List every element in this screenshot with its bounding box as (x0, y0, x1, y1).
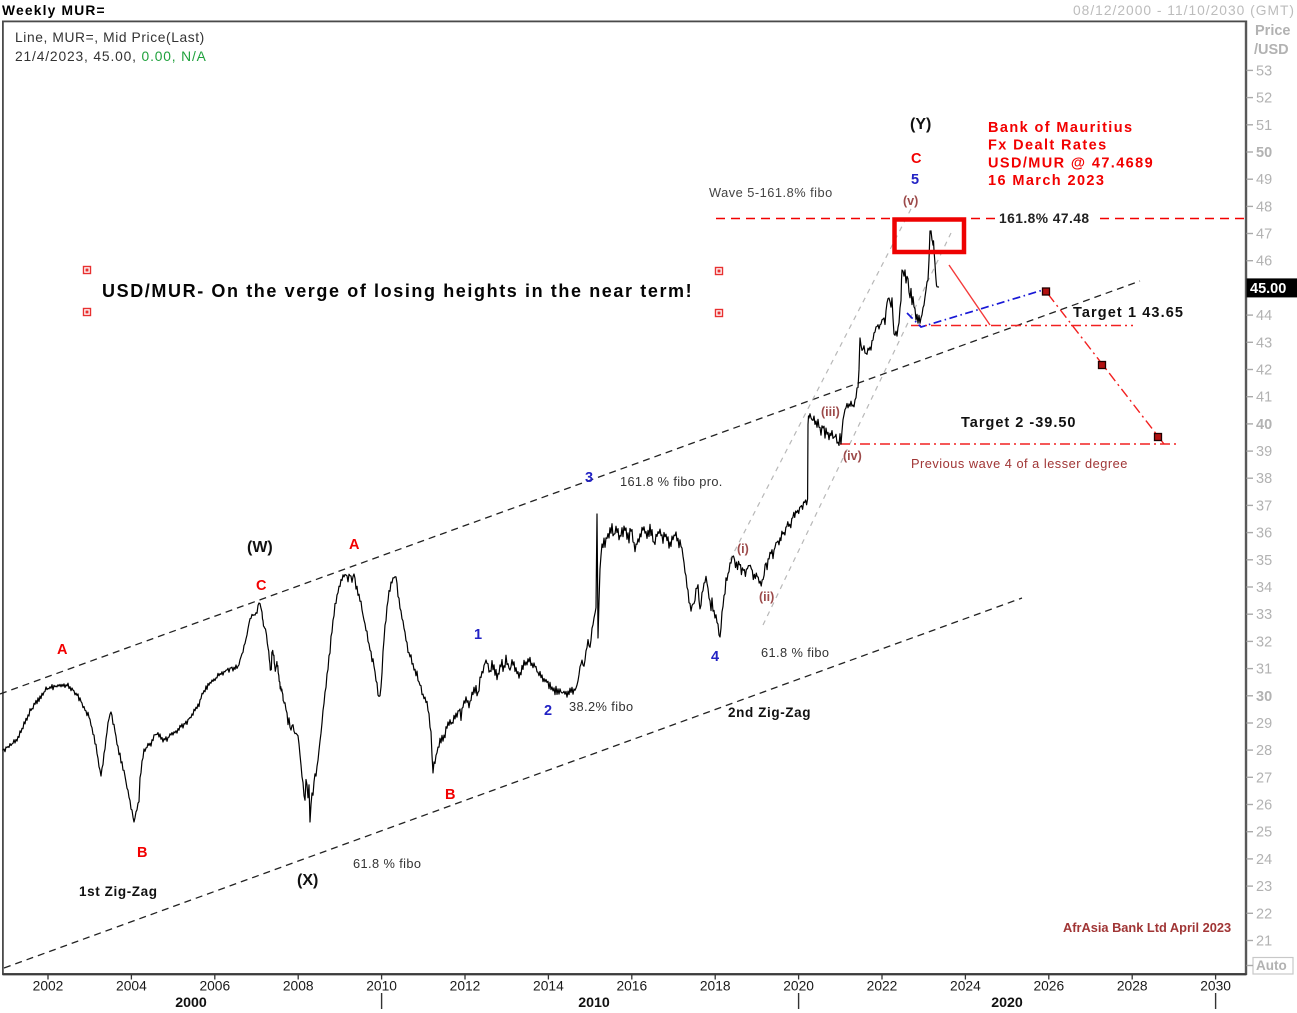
svg-text:48: 48 (1256, 199, 1272, 215)
svg-text:2016: 2016 (616, 979, 647, 994)
svg-text:Line, MUR=, Mid Price(Last): Line, MUR=, Mid Price(Last) (15, 30, 205, 45)
svg-text:2010: 2010 (578, 995, 610, 1011)
svg-text:2028: 2028 (1117, 979, 1148, 994)
svg-text:22: 22 (1256, 906, 1272, 922)
svg-text:/USD: /USD (1254, 42, 1289, 58)
svg-text:1: 1 (474, 627, 482, 643)
svg-text:16 March 2023: 16 March 2023 (988, 173, 1105, 189)
svg-text:28: 28 (1256, 743, 1272, 759)
svg-text:1st Zig-Zag: 1st Zig-Zag (79, 884, 158, 899)
svg-text:161.8% 47.48: 161.8% 47.48 (999, 211, 1090, 226)
svg-text:2: 2 (544, 703, 552, 719)
svg-text:32: 32 (1256, 634, 1272, 650)
svg-text:(ii): (ii) (759, 590, 774, 604)
svg-text:A: A (349, 537, 360, 553)
svg-text:41: 41 (1256, 390, 1272, 406)
svg-text:39: 39 (1256, 444, 1272, 460)
svg-text:52: 52 (1256, 91, 1272, 107)
svg-text:(iv): (iv) (843, 449, 862, 463)
svg-text:AfrAsia Bank Ltd April 2023: AfrAsia Bank Ltd April 2023 (1063, 920, 1231, 935)
svg-text:44: 44 (1256, 308, 1272, 324)
svg-text:B: B (445, 787, 455, 803)
svg-text:21/4/2023, 45.00, 0.00, N/A: 21/4/2023, 45.00, 0.00, N/A (15, 49, 207, 64)
svg-text:(X): (X) (297, 872, 318, 889)
svg-text:25: 25 (1256, 825, 1272, 841)
svg-text:2004: 2004 (116, 979, 147, 994)
svg-text:38: 38 (1256, 471, 1272, 487)
svg-text:49: 49 (1256, 172, 1272, 188)
svg-text:2000: 2000 (175, 995, 207, 1011)
svg-text:30: 30 (1256, 689, 1272, 705)
svg-text:Fx Dealt Rates: Fx Dealt Rates (988, 138, 1108, 154)
svg-text:45.00: 45.00 (1250, 281, 1286, 297)
svg-text:A: A (57, 642, 68, 658)
svg-text:2020: 2020 (991, 995, 1023, 1011)
svg-text:2006: 2006 (199, 979, 230, 994)
svg-text:(i): (i) (737, 542, 749, 556)
svg-text:46: 46 (1256, 254, 1272, 270)
svg-text:USD/MUR- On the verge of losin: USD/MUR- On the verge of losing heights … (102, 281, 693, 301)
svg-text:31: 31 (1256, 662, 1272, 678)
svg-text:2012: 2012 (450, 979, 481, 994)
svg-text:2024: 2024 (950, 979, 981, 994)
svg-text:2018: 2018 (700, 979, 731, 994)
svg-text:(iii): (iii) (821, 405, 840, 419)
svg-text:36: 36 (1256, 526, 1272, 542)
svg-text:50: 50 (1256, 145, 1272, 161)
svg-text:27: 27 (1256, 770, 1272, 786)
svg-text:2026: 2026 (1033, 979, 1064, 994)
svg-text:47: 47 (1256, 227, 1272, 243)
svg-text:35: 35 (1256, 553, 1272, 569)
svg-text:26: 26 (1256, 798, 1272, 814)
svg-text:2nd Zig-Zag: 2nd Zig-Zag (728, 705, 811, 720)
svg-text:C: C (911, 151, 922, 167)
svg-text:USD/MUR @ 47.4689: USD/MUR @ 47.4689 (988, 155, 1154, 171)
svg-text:40: 40 (1256, 417, 1272, 433)
svg-text:(W): (W) (247, 539, 273, 556)
svg-text:37: 37 (1256, 498, 1272, 514)
svg-text:2002: 2002 (33, 979, 64, 994)
svg-text:33: 33 (1256, 607, 1272, 623)
svg-text:Bank of Mauritius: Bank of Mauritius (988, 120, 1133, 136)
svg-text:Auto: Auto (1256, 958, 1287, 973)
svg-text:2008: 2008 (283, 979, 314, 994)
svg-text:61.8 % fibo: 61.8 % fibo (353, 856, 421, 871)
svg-text:C: C (256, 578, 267, 594)
svg-text:Target 1 43.65: Target 1 43.65 (1073, 305, 1184, 321)
svg-text:2020: 2020 (783, 979, 814, 994)
svg-text:2010: 2010 (366, 979, 397, 994)
svg-text:29: 29 (1256, 716, 1272, 732)
svg-text:4: 4 (711, 649, 719, 665)
svg-text:53: 53 (1256, 63, 1272, 79)
svg-text:5: 5 (911, 172, 919, 188)
svg-text:Price: Price (1255, 23, 1290, 39)
svg-text:B: B (137, 845, 147, 861)
svg-text:24: 24 (1256, 852, 1272, 868)
svg-text:2014: 2014 (533, 979, 564, 994)
svg-text:161.8 % fibo pro.: 161.8 % fibo pro. (620, 474, 723, 489)
svg-text:2022: 2022 (867, 979, 898, 994)
svg-text:43: 43 (1256, 335, 1272, 351)
svg-text:(v): (v) (903, 194, 918, 208)
svg-text:3: 3 (585, 470, 593, 486)
svg-text:51: 51 (1256, 118, 1272, 134)
svg-text:34: 34 (1256, 580, 1272, 596)
svg-text:21: 21 (1256, 934, 1272, 950)
svg-text:(Y): (Y) (910, 116, 931, 133)
svg-text:42: 42 (1256, 363, 1272, 379)
svg-text:Target 2 -39.50: Target 2 -39.50 (961, 415, 1076, 431)
svg-text:08/12/2000 - 11/10/2030 (GMT): 08/12/2000 - 11/10/2030 (GMT) (1073, 3, 1295, 18)
svg-text:Wave 5-161.8% fibo: Wave 5-161.8% fibo (709, 185, 833, 200)
svg-text:Previous wave 4 of a lesser de: Previous wave 4 of a lesser degree (911, 456, 1128, 471)
svg-text:61.8 % fibo: 61.8 % fibo (761, 645, 829, 660)
svg-text:Weekly MUR=: Weekly MUR= (2, 3, 106, 18)
svg-text:23: 23 (1256, 879, 1272, 895)
svg-text:38.2% fibo: 38.2% fibo (569, 699, 633, 714)
svg-text:2030: 2030 (1200, 979, 1231, 994)
